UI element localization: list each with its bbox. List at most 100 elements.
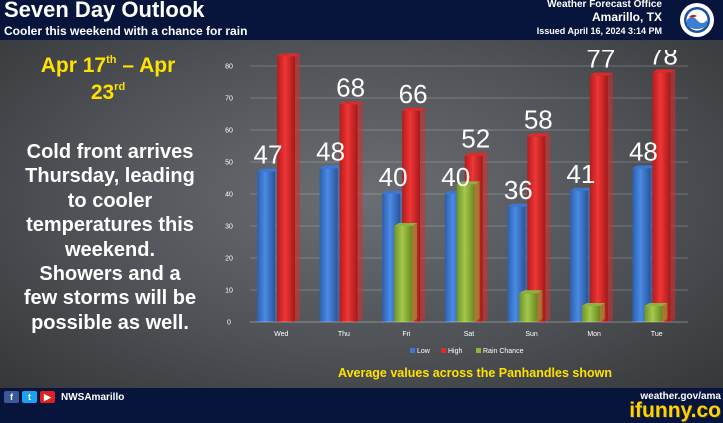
temperature-chart: 47 83 48 68 40 66 40 52 36 58 41 77 48 78 0 10 20 30 40 50… (225, 50, 688, 355)
low-bar-front (569, 190, 588, 322)
low-bar (257, 168, 280, 322)
low-bar-top (319, 165, 343, 169)
high-value-label: 83 (274, 50, 303, 54)
high-bar (277, 53, 300, 323)
nws-logo-icon (680, 3, 714, 37)
page-title: Seven Day Outlook (4, 0, 205, 22)
twitter-icon[interactable]: t (22, 391, 37, 403)
high-bar-top (589, 72, 613, 76)
forecast-summary: Cold front arrives Thursday, leading to … (6, 140, 214, 335)
high-value-label: 52 (461, 124, 490, 154)
high-bar-top (402, 107, 426, 111)
y-tick-label: 70 (225, 96, 233, 103)
low-value-label: 47 (254, 140, 283, 170)
legend-label: High (448, 348, 463, 355)
y-tick-label: 50 (225, 160, 233, 167)
low-bar-front (632, 168, 651, 322)
rain-bar-side (662, 303, 668, 322)
low-bar-top (257, 168, 280, 172)
summary-line: temperatures this (26, 214, 194, 237)
date-dash: – Apr (122, 54, 176, 77)
high-bar-side (357, 101, 363, 323)
rain-bar-top (644, 303, 668, 306)
rain-bar (394, 223, 418, 322)
page-subtitle: Cooler this weekend with a chance for ra… (4, 24, 248, 38)
low-value-label: 48 (316, 136, 345, 166)
high-bar-top (464, 152, 488, 156)
rain-bar-front (456, 184, 475, 322)
summary-line: to cooler (67, 189, 153, 212)
x-tick-label: Fri (402, 331, 411, 338)
low-bar-front (319, 168, 338, 322)
date-end: 23 (90, 81, 115, 104)
office-name: Weather Forecast Office (547, 0, 662, 10)
rain-bar (581, 303, 605, 322)
rain-bar-top (394, 223, 418, 226)
x-tick-label: Mon (587, 331, 601, 338)
social-handle[interactable]: NWSAmarillo (61, 391, 125, 403)
low-value-label: 41 (566, 159, 595, 189)
low-value-label: 48 (629, 136, 658, 166)
legend-swatch (410, 348, 415, 353)
summary-line: few storms will be (23, 287, 197, 310)
high-bar (589, 72, 613, 322)
x-tick-label: Thu (338, 331, 350, 338)
website-link[interactable]: weather.gov/ama (640, 391, 721, 402)
high-value-label: 58 (524, 104, 553, 134)
facebook-icon[interactable]: f (4, 391, 19, 403)
rain-bar (519, 290, 543, 322)
summary-line: Thursday, leading (25, 165, 195, 188)
date-start-suffix: th (106, 54, 117, 66)
y-tick-label: 20 (225, 256, 233, 263)
rain-bar-front (519, 293, 538, 322)
high-bar-front (277, 56, 295, 323)
footer-banner: f t ▶ NWSAmarillo weather.gov/ama ifunny… (0, 388, 723, 423)
high-bar-side (295, 53, 300, 323)
legend-label: Rain Chance (483, 348, 524, 355)
y-tick-label: 30 (225, 224, 233, 231)
summary-line: possible as well. (31, 311, 189, 334)
high-bar-side (482, 152, 488, 322)
summary-line: Showers and a (39, 263, 181, 286)
date-start: Apr 17 (40, 54, 107, 77)
office-location: Amarillo, TX (591, 10, 662, 24)
high-bar-top (277, 53, 300, 57)
low-bar (632, 165, 656, 322)
x-tick-label: Wed (274, 331, 288, 338)
issued-time: Issued April 16, 2024 3:14 PM (536, 26, 662, 36)
rain-bar-top (456, 181, 480, 185)
rain-bar-front (644, 306, 663, 322)
rain-bar-side (412, 223, 418, 322)
legend-swatch (476, 348, 481, 353)
rain-bar (644, 303, 668, 322)
youtube-icon[interactable]: ▶ (40, 391, 55, 403)
header-banner: Seven Day Outlook Cooler this weekend wi… (0, 0, 723, 40)
low-bar-front (257, 171, 275, 322)
high-value-label: 77 (586, 50, 615, 74)
x-tick-label: Sun (525, 331, 538, 338)
low-bar-top (632, 165, 656, 169)
high-bar-side (607, 72, 613, 322)
high-bar-front (339, 104, 358, 323)
high-bar-side (545, 133, 551, 322)
y-tick-label: 80 (225, 64, 233, 71)
chart-note: Average values across the Panhandles sho… (338, 366, 612, 380)
legend-swatch (441, 348, 446, 353)
low-bar (569, 187, 593, 322)
summary-line: Cold front arrives (26, 141, 194, 163)
low-bar-top (569, 187, 593, 191)
rain-bar-side (537, 290, 543, 322)
low-bar (319, 165, 343, 322)
y-tick-label: 40 (225, 192, 233, 199)
date-end-suffix: rd (114, 81, 126, 93)
high-bar-side (420, 107, 426, 322)
high-bar-top (652, 69, 676, 73)
rain-bar-side (599, 303, 605, 322)
rain-bar-top (519, 290, 543, 294)
low-value-label: 40 (441, 162, 470, 192)
watermark: ifunny.co (629, 399, 721, 422)
high-bar (339, 101, 363, 323)
high-bar (527, 133, 551, 322)
y-tick-label: 10 (225, 288, 233, 295)
y-tick-label: 0 (227, 320, 231, 327)
